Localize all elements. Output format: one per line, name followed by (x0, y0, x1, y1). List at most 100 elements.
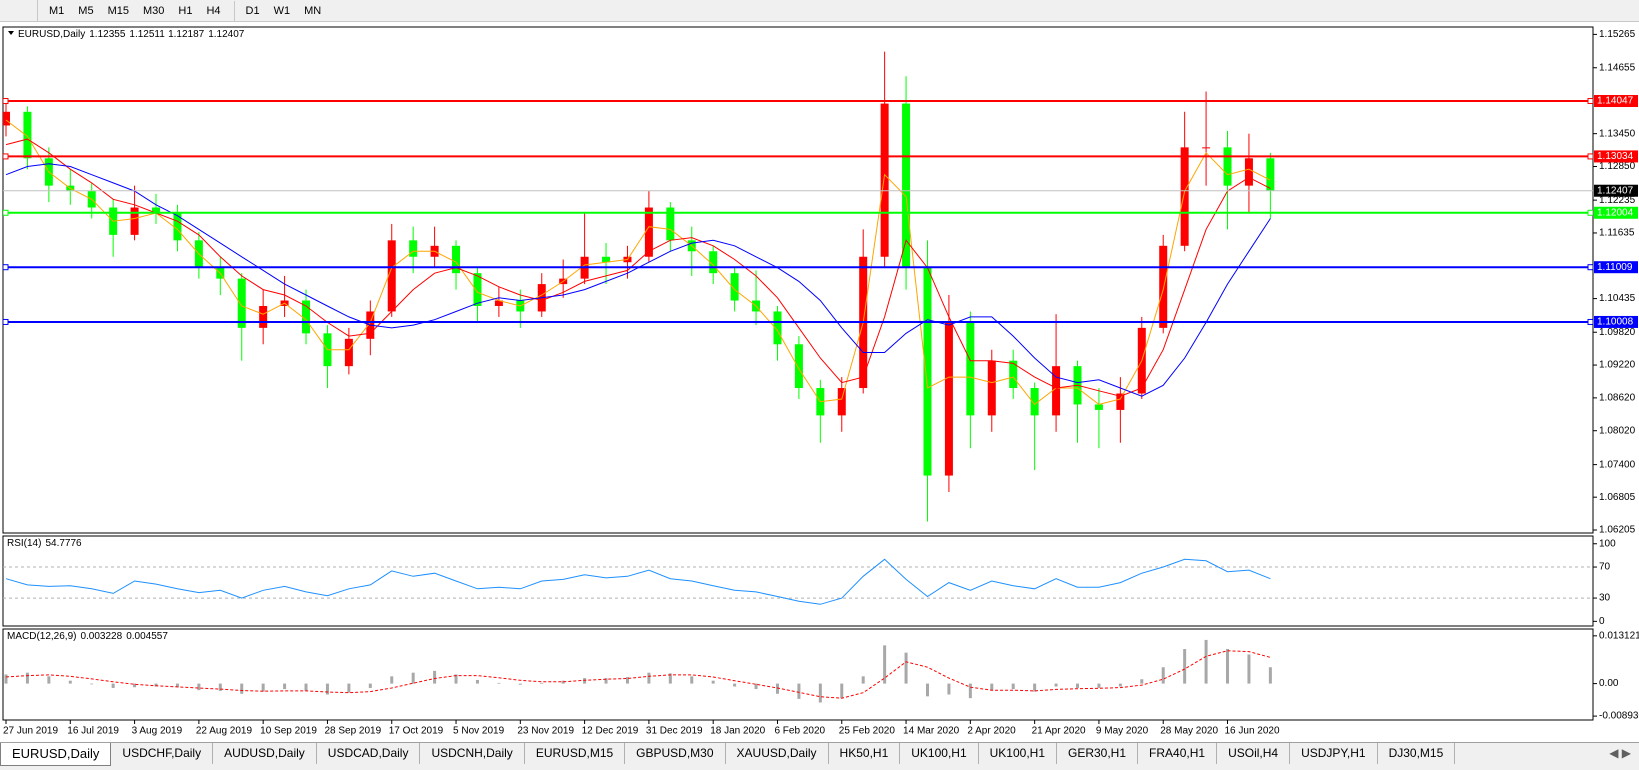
header-value: 0.003228 (80, 631, 122, 642)
macd-bar (154, 683, 158, 687)
timeframe-button[interactable]: W1 (273, 4, 291, 17)
timeframe-button[interactable]: H1 (178, 4, 193, 17)
panel-plot (3, 558, 1593, 605)
panel-header: RSI(14) 54.7776 (7, 538, 82, 549)
candle-body (880, 103, 889, 257)
y-tick-label: 1.10435 (1599, 293, 1636, 304)
macd-bar (175, 683, 179, 688)
macd-bar (1161, 667, 1165, 684)
macd-bar (647, 672, 651, 684)
chart-tab[interactable]: XAUUSD,Daily (726, 743, 829, 764)
timeframe-button[interactable]: MN (304, 4, 322, 17)
timeframe-button[interactable]: M30 (142, 4, 165, 17)
candle-body (302, 300, 311, 334)
candle-body (1202, 147, 1211, 149)
macd-bar (518, 683, 522, 685)
timeframe-button[interactable]: M1 (49, 4, 65, 17)
chart-tab[interactable]: GER30,H1 (1057, 743, 1139, 764)
chart-tab[interactable]: DJ30,M15 (1378, 743, 1456, 764)
y-tick-label: 1.11635 (1599, 228, 1635, 239)
y-tick-label: 1.09220 (1599, 360, 1636, 371)
candle-body (644, 207, 653, 257)
timeframe-button[interactable]: H4 (206, 4, 221, 17)
level-handle (1587, 264, 1593, 271)
rsi-line (5, 558, 1271, 605)
candle-body (130, 207, 139, 235)
level-label: 1.12004 (1597, 207, 1634, 218)
x-tick-label: 16 Jun 2020 (1225, 726, 1280, 737)
macd-bar (304, 683, 308, 691)
macd-bar (1097, 683, 1101, 688)
timeframe-button[interactable]: D1 (233, 0, 267, 21)
chart-tab[interactable]: FRA40,H1 (1138, 743, 1218, 764)
macd-bar (797, 683, 801, 699)
x-tick-label: 16 Jul 2019 (67, 726, 119, 737)
candle-body (773, 311, 782, 345)
chart-tab[interactable]: GBPUSD,M30 (625, 743, 726, 764)
chart-tab[interactable]: HK50,H1 (829, 743, 901, 764)
candle-body (1030, 388, 1039, 416)
tab-scroll[interactable]: ◀ ▶ (1609, 746, 1631, 760)
chart-tab[interactable]: UK100,H1 (979, 743, 1057, 764)
macd-bar (411, 672, 415, 684)
header-value: 1.12187 (168, 29, 205, 40)
chart-tab[interactable]: USDCHF,Daily (111, 743, 214, 764)
level-label-box (1594, 206, 1638, 219)
candle-body (409, 240, 418, 257)
panel-frame (2, 26, 1594, 534)
y-tick-label: 70 (1599, 562, 1611, 573)
macd-bar (90, 683, 94, 685)
chart-tab[interactable]: USOil,H4 (1217, 743, 1291, 764)
level-handle (3, 153, 9, 160)
macd-bar (1118, 683, 1122, 687)
y-tick-label: 0.00 (1599, 678, 1619, 689)
timeframe-button[interactable]: M15 (107, 4, 129, 17)
toolbar-handle (0, 0, 38, 22)
chart-tab[interactable]: USDJPY,H1 (1290, 743, 1378, 764)
candle-body (666, 207, 675, 241)
level-label: 1.13034 (1597, 151, 1634, 162)
x-tick-label: 25 Feb 2020 (839, 726, 896, 737)
macd-bar (968, 683, 972, 699)
chart-tab[interactable]: EURUSD,M15 (525, 743, 626, 764)
x-tick-label: 6 Feb 2020 (774, 726, 825, 737)
chart-tab[interactable]: USDCAD,Daily (317, 743, 421, 764)
panel-plot (4, 639, 1272, 703)
x-tick-label: 28 Sep 2019 (324, 726, 381, 737)
macd-bar (904, 652, 908, 684)
level-handle (3, 209, 9, 216)
panel-plot (3, 51, 1593, 522)
macd-bar (583, 678, 587, 684)
level-handle (3, 98, 9, 105)
level-handle (1587, 318, 1593, 325)
x-tick-label: 31 Dec 2019 (646, 726, 703, 737)
x-tick-label: 17 Oct 2019 (389, 726, 444, 737)
macd-bar (733, 683, 737, 687)
candle-body (23, 111, 32, 159)
last-price-box (1594, 184, 1638, 197)
macd-bar (111, 683, 115, 688)
y-tick-label: 100 (1599, 538, 1616, 549)
chart-tab[interactable]: USDCNH,Daily (420, 743, 525, 764)
macd-bar (1011, 683, 1015, 690)
chart-tab[interactable]: UK100,H1 (900, 743, 979, 764)
candle-body (1180, 147, 1189, 246)
header-value: 0.004557 (126, 631, 168, 642)
macd-bar (1204, 639, 1208, 684)
macd-bar (1033, 683, 1037, 692)
candle-body (1244, 158, 1253, 186)
chart-tab[interactable]: AUDUSD,Daily (213, 743, 317, 764)
macd-bar (925, 683, 929, 697)
candle-body (1009, 360, 1018, 389)
y-tick-label: 1.15265 (1599, 29, 1636, 40)
timeframe-button[interactable]: M5 (78, 4, 94, 17)
x-tick-label: 10 Sep 2019 (260, 726, 317, 737)
x-tick-label: 21 Apr 2020 (1032, 726, 1086, 737)
chart-tab[interactable]: EURUSD,Daily (0, 743, 112, 766)
candle-body (902, 103, 911, 268)
macd-bar (68, 680, 72, 684)
macd-bar (1268, 667, 1272, 684)
last-price-label: 1.12407 (1597, 185, 1634, 196)
macd-bar (1247, 654, 1251, 684)
y-tick-label: 1.12850 (1599, 161, 1636, 172)
